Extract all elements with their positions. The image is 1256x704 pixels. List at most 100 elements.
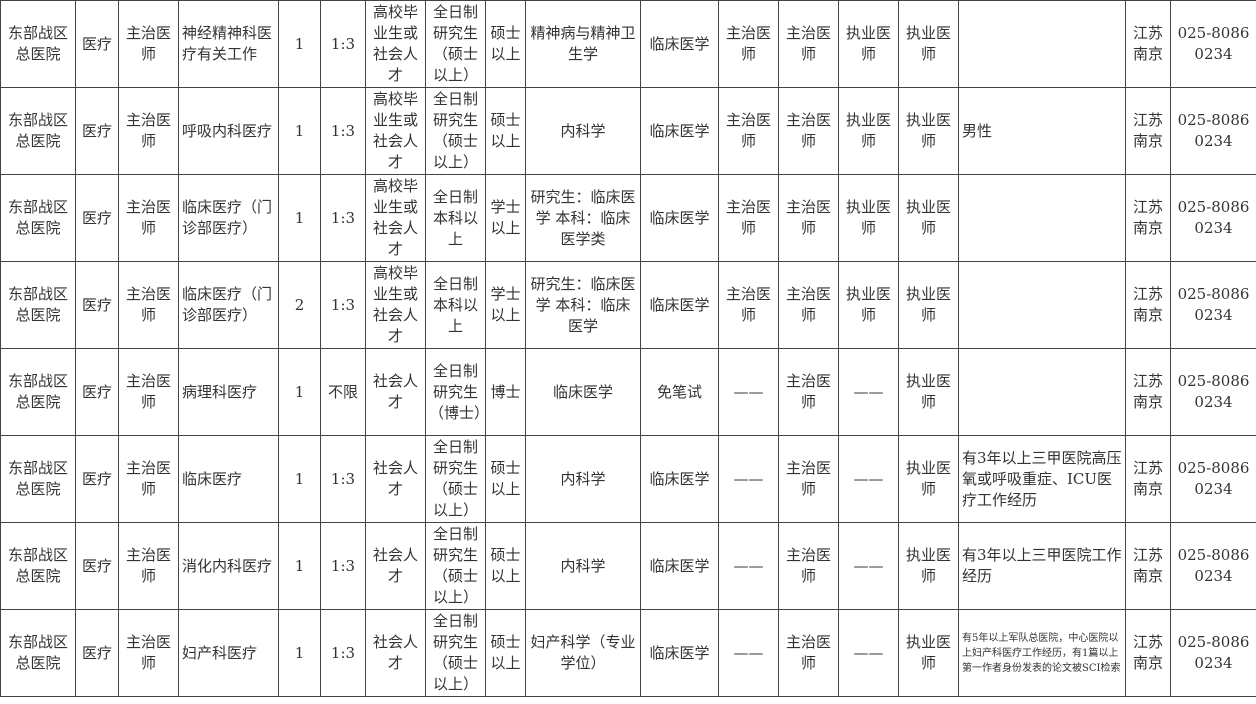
cell-source: 高校毕业生或社会人才 [365,174,426,262]
cell-phone: 025-80860234 [1170,522,1256,610]
cell-text: 1:3 [330,469,356,488]
table-row: 东部战区总医院 医疗 主治医师 临床医疗 1 1:3 社会人才 全日制研究生（硕士以上） 硕士以… [0,435,1256,523]
cell-req-a: 主治医师 [718,174,779,262]
cell-title: 主治医师 [118,0,179,88]
cell-major: 研究生：临床医学 本科：临床医学 [525,261,641,349]
cell-req-c: 执业医师 [838,87,899,175]
cell-text: 全日制本科以上 [432,187,478,248]
cell-location: 江苏南京 [1125,522,1171,610]
cell-req-b: 主治医师 [778,174,839,262]
cell-education: 全日制研究生（博士） [425,348,486,436]
cell-text: 东部战区总医院 [7,111,68,150]
cell-text: 高校毕业生或社会人才 [372,177,418,258]
cell-text: 有5年以上军队总医院，中心医院以上妇产科医疗工作经历，有1篇以上第一作者身份发表… [962,632,1121,674]
cell-ratio: 1:3 [320,87,366,175]
cell-education: 全日制研究生（硕士以上） [425,522,486,610]
cell-text: 临床医学 [649,643,710,662]
cell-text: 精神病与精神卫生学 [530,24,636,63]
cell-text: 025-80860234 [1177,372,1250,411]
cell-ratio: 1:3 [320,261,366,349]
cell-position: 呼吸内科医疗 [178,87,279,175]
cell-category: 医疗 [75,0,119,88]
cell-text: 全日制研究生（硕士以上） [432,438,478,519]
cell-exam: 临床医学 [640,609,719,697]
cell-title: 主治医师 [118,348,179,436]
cell-position: 临床医疗（门诊部医疗） [178,261,279,349]
cell-req-a: 主治医师 [718,261,779,349]
cell-text: 执业医师 [905,111,951,150]
cell-category: 医疗 [75,609,119,697]
cell-text: 江苏南京 [1132,24,1163,63]
cell-req-b: 主治医师 [778,609,839,697]
cell-text: 社会人才 [372,372,418,411]
cell-other-requirements [958,174,1126,262]
cell-location: 江苏南京 [1125,261,1171,349]
cell-text: 社会人才 [372,459,418,498]
cell-text: 临床医学 [649,34,710,53]
cell-text: 主治医师 [785,459,831,498]
cell-text: 主治医师 [125,372,171,411]
cell-text: —— [733,382,764,401]
cell-text: 1 [294,34,305,53]
cell-education: 全日制研究生（硕士以上） [425,0,486,88]
cell-text: —— [853,643,884,662]
cell-text: 全日制研究生（硕士以上） [432,612,478,693]
cell-text: 1:3 [330,295,356,314]
cell-text: 1 [294,643,305,662]
cell-count: 1 [278,87,321,175]
cell-location: 江苏南京 [1125,174,1171,262]
cell-education: 全日制研究生（硕士以上） [425,87,486,175]
cell-text: 执业医师 [845,111,891,150]
cell-text: 神经精神科医疗有关工作 [182,24,273,63]
cell-unit: 东部战区总医院 [0,609,76,697]
cell-location: 江苏南京 [1125,609,1171,697]
cell-req-c: —— [838,609,899,697]
cell-exam: 临床医学 [640,0,719,88]
cell-text: 执业医师 [905,459,951,498]
cell-text: 硕士以上 [490,459,521,498]
table-row: 东部战区总医院 医疗 主治医师 临床医疗（门诊部医疗） 2 1:3 高校毕业生或社会人才 全日… [0,261,1256,349]
cell-position: 临床医疗（门诊部医疗） [178,174,279,262]
cell-text: 研究生：临床医学 本科：临床医学类 [530,187,636,248]
cell-ratio: 1:3 [320,174,366,262]
cell-text: 执业医师 [905,285,951,324]
cell-text: 免笔试 [656,382,702,401]
cell-text: 临床医学 [649,556,710,575]
cell-text: 江苏南京 [1132,633,1163,672]
cell-education: 全日制本科以上 [425,174,486,262]
cell-count: 1 [278,174,321,262]
cell-count: 1 [278,522,321,610]
cell-req-b: 主治医师 [778,435,839,523]
cell-count: 1 [278,609,321,697]
cell-source: 社会人才 [365,435,426,523]
cell-text: 内科学 [560,469,606,488]
cell-count: 1 [278,348,321,436]
cell-text: 主治医师 [125,285,171,324]
cell-text [960,176,1125,261]
cell-title: 主治医师 [118,435,179,523]
cell-text: 主治医师 [725,24,771,63]
cell-title: 主治医师 [118,261,179,349]
cell-ratio: 1:3 [320,609,366,697]
cell-text: 博士 [490,382,521,401]
cell-req-a: 主治医师 [718,0,779,88]
cell-major: 研究生：临床医学 本科：临床医学类 [525,174,641,262]
cell-count: 2 [278,261,321,349]
cell-phone: 025-80860234 [1170,609,1256,697]
cell-text: 1:3 [330,556,356,575]
cell-text: 主治医师 [785,546,831,585]
cell-position: 临床医疗 [178,435,279,523]
cell-text: 男性 [962,121,993,140]
table-row: 东部战区总医院 医疗 主治医师 消化内科医疗 1 1:3 社会人才 全日制研究生（硕士以上）硕… [0,522,1256,610]
cell-text: 妇产科学（专业学位） [530,633,636,672]
cell-text: 医疗 [81,469,112,488]
cell-text: 临床医学 [552,382,613,401]
cell-text: 2 [294,295,305,314]
cell-text: 执业医师 [845,285,891,324]
cell-title: 主治医师 [118,174,179,262]
cell-title: 主治医师 [118,522,179,610]
cell-req-d: 执业医师 [898,522,959,610]
cell-text: 高校毕业生或社会人才 [372,3,418,84]
cell-req-d: 执业医师 [898,609,959,697]
cell-text: 主治医师 [725,285,771,324]
